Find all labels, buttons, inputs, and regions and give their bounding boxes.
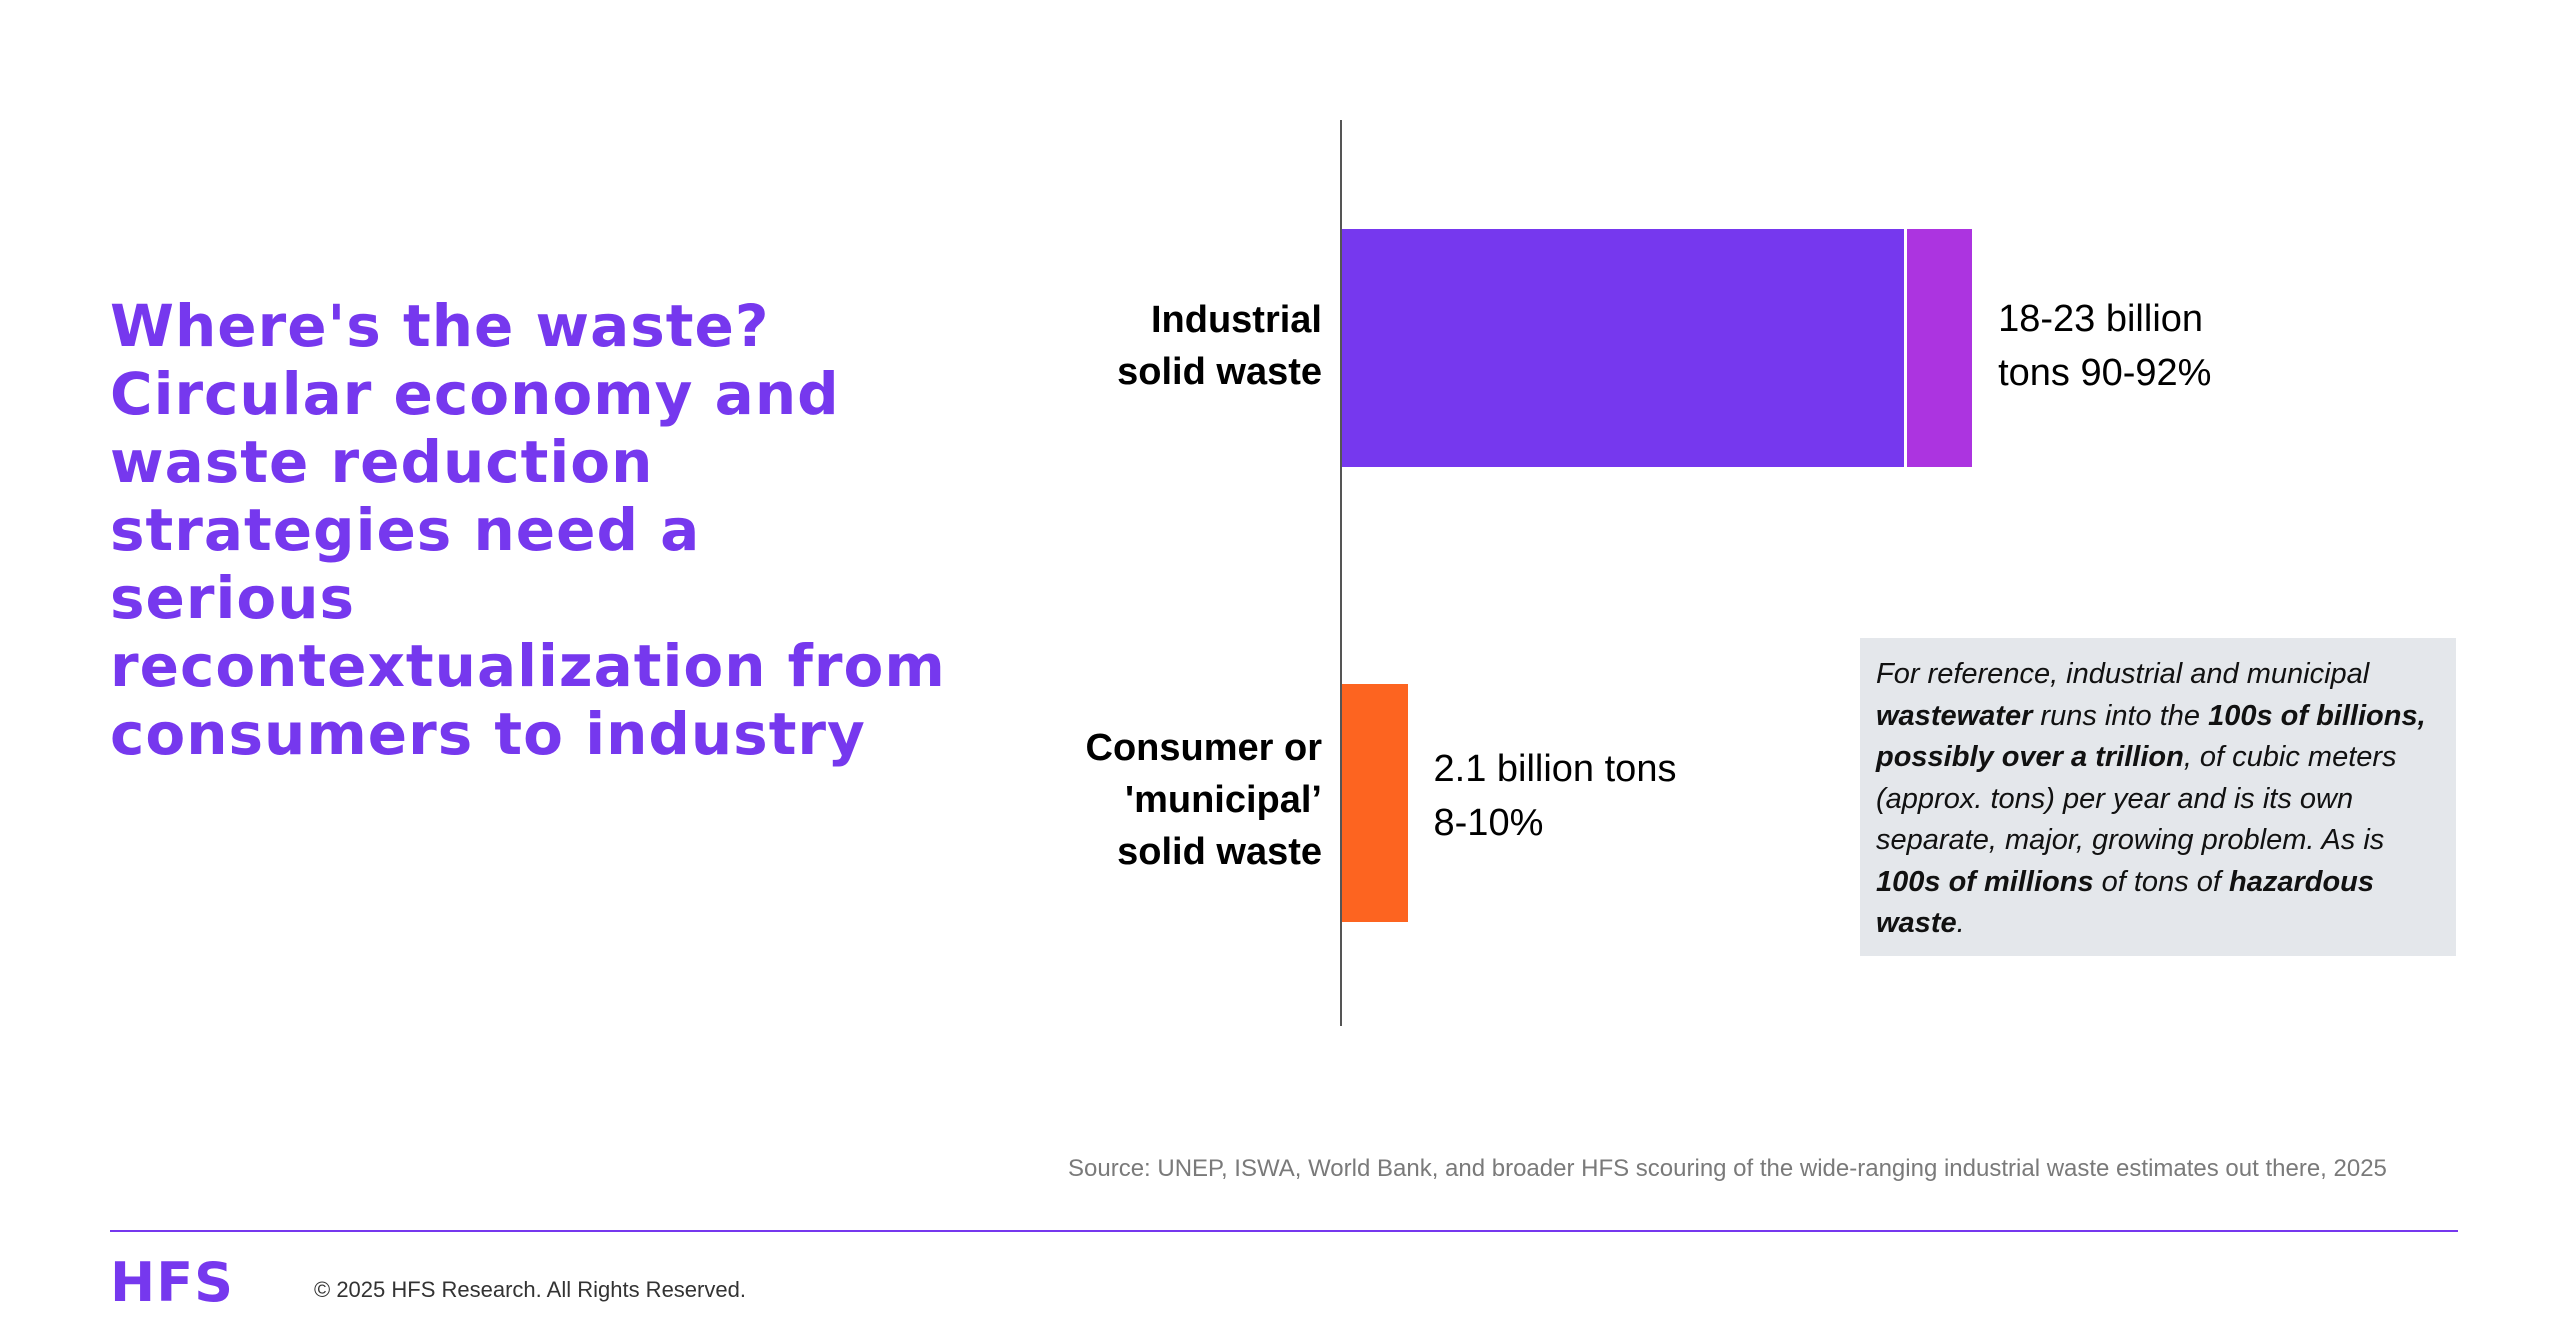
note-text: . bbox=[1956, 907, 1965, 939]
note-bold-text: 100s of billions, possibly over a trilli… bbox=[1876, 699, 2426, 774]
category-label-line: solid waste bbox=[1117, 831, 1322, 873]
note-bold-text: wastewater bbox=[1876, 699, 2033, 732]
category-label-2: Consumer or 'municipal’ solid waste bbox=[902, 722, 1322, 878]
reference-note-box: For reference, industrial and municipal … bbox=[1860, 638, 2456, 956]
category-label-line: solid waste bbox=[1117, 351, 1322, 393]
bar-1-segment-2 bbox=[1906, 229, 1973, 467]
category-label-line: Industrial bbox=[1150, 299, 1322, 341]
y-axis-line bbox=[1340, 120, 1342, 1026]
note-text: of tons of bbox=[2093, 865, 2229, 898]
value-label-1: 18-23 billion tons 90-92% bbox=[1998, 292, 2211, 400]
note-text: , of cubic meters (approx. tons) per yea… bbox=[1876, 741, 2397, 856]
note-text: For reference, industrial and municipal bbox=[1876, 658, 2370, 690]
value-label-line: tons 90-92% bbox=[1998, 352, 2212, 394]
note-bold-text: 100s of millions bbox=[1876, 865, 2094, 898]
note-text: runs into the bbox=[2032, 699, 2209, 732]
value-label-2: 2.1 billion tons 8-10% bbox=[1434, 742, 1677, 850]
copyright-text: © 2025 HFS Research. All Rights Reserved… bbox=[314, 1277, 746, 1302]
page-title: Where's the waste? Circular economy and … bbox=[110, 292, 946, 768]
note-bold-text: hazardous waste bbox=[1876, 865, 2375, 940]
bar-2-segment-1 bbox=[1342, 684, 1408, 922]
hfs-logo: HFS bbox=[110, 1251, 234, 1314]
value-label-line: 2.1 billion tons bbox=[1433, 748, 1677, 790]
category-label-line: Consumer or bbox=[1085, 727, 1322, 769]
footer-divider bbox=[110, 1230, 2458, 1232]
category-label-1: Industrial solid waste bbox=[902, 294, 1322, 398]
value-label-line: 8-10% bbox=[1433, 802, 1544, 844]
bar-1-segment-1 bbox=[1342, 229, 1904, 467]
value-label-line: 18-23 billion bbox=[1998, 298, 2204, 340]
category-label-line: 'municipal’ bbox=[1125, 779, 1322, 821]
source-note: Source: UNEP, ISWA, World Bank, and broa… bbox=[1068, 1155, 2387, 1182]
